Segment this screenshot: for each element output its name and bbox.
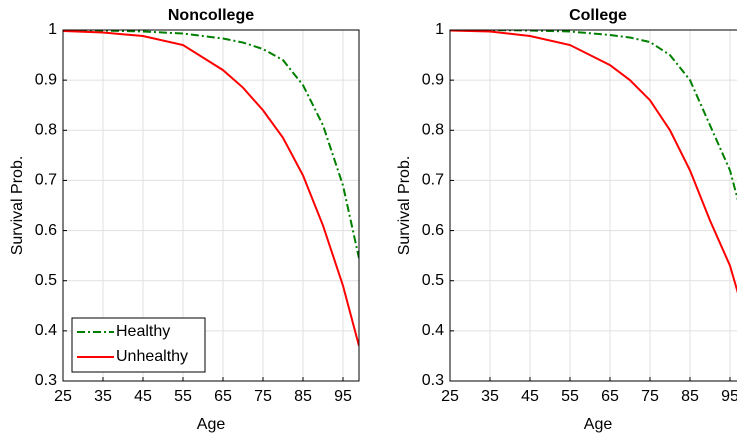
panel: 0.3 0.4 0.5 0.6 0.7 0.8 0.9 1 25 35 45 55 65 75 85 95 Co…	[396, 7, 737, 433]
x-tick-label: 85	[681, 388, 699, 405]
y-tick-label: 0.9	[35, 71, 57, 88]
x-tick-label: 95	[334, 388, 352, 405]
x-tick-label: 25	[441, 388, 459, 405]
chart-title: Noncollege	[168, 7, 254, 24]
legend-box	[71, 317, 206, 373]
y-tick-label: 0.6	[422, 222, 444, 239]
legend: Healthy Unhealthy	[71, 317, 206, 373]
y-tick-label: 0.7	[422, 172, 444, 189]
y-tick-label: 0.7	[35, 172, 57, 189]
x-tick-label: 25	[54, 388, 72, 405]
y-tick-label: 0.4	[35, 322, 57, 339]
axes-box	[62, 29, 360, 382]
chart-title: College	[569, 7, 627, 24]
x-axis-label: Age	[197, 416, 226, 433]
axes-box	[449, 29, 737, 382]
y-tick-label: 1	[48, 21, 57, 38]
y-tick-label: 0.3	[422, 372, 444, 389]
y-tick-label: 0.8	[35, 122, 57, 139]
panel: 0.3 0.4 0.5 0.6 0.7 0.8 0.9 1 25 35 45 55 65 75 85 95 No…	[9, 7, 360, 433]
x-tick-label: 75	[254, 388, 272, 405]
x-tick-label: 35	[94, 388, 112, 405]
x-axis-label: Age	[584, 416, 613, 433]
y-tick-label: 0.9	[422, 71, 444, 88]
series-line	[450, 30, 737, 294]
x-tick-label: 75	[641, 388, 659, 405]
legend-label: Healthy	[116, 323, 170, 340]
x-tick-label: 65	[601, 388, 619, 405]
y-tick-label: 0.8	[422, 122, 444, 139]
x-tick-label: 95	[721, 388, 737, 405]
y-tick-label: 0.3	[35, 372, 57, 389]
y-tick-label: 0.6	[35, 222, 57, 239]
y-tick-label: 1	[435, 21, 444, 38]
legend-label: Unhealthy	[116, 348, 188, 365]
x-tick-label: 65	[214, 388, 232, 405]
series-line	[63, 30, 359, 347]
x-tick-label: 35	[481, 388, 499, 405]
y-tick-label: 0.4	[422, 322, 444, 339]
y-tick-label: 0.5	[35, 272, 57, 289]
plot-area	[450, 30, 737, 381]
x-tick-label: 45	[521, 388, 539, 405]
x-tick-label: 55	[174, 388, 192, 405]
y-axis-label: Survival Prob.	[396, 156, 413, 256]
x-tick-label: 55	[561, 388, 579, 405]
x-tick-label: 45	[134, 388, 152, 405]
y-tick-label: 0.5	[422, 272, 444, 289]
x-tick-label: 85	[294, 388, 312, 405]
y-axis-label: Survival Prob.	[9, 156, 26, 256]
